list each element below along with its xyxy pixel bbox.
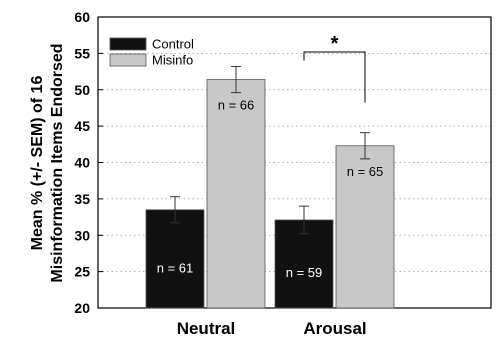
legend-label-misinfo: Misinfo xyxy=(152,53,193,68)
significance-line xyxy=(303,51,366,103)
significance-marker: * xyxy=(331,33,339,55)
y-axis-label-line: Misinformation Items Endorsed xyxy=(49,43,66,282)
category-label-arousal: Arousal xyxy=(303,319,366,338)
bar-misinfo-neutral xyxy=(206,79,266,309)
bar-n-label: n = 61 xyxy=(157,261,194,276)
bar-misinfo-arousal xyxy=(335,145,395,309)
y-tick-label: 25 xyxy=(74,264,90,280)
category-label-neutral: Neutral xyxy=(177,319,236,338)
y-axis-label-group: Mean % (+/- SEM) of 16 Misinformation Ite… xyxy=(29,43,66,282)
legend-swatch-misinfo xyxy=(109,53,147,67)
y-axis-label: Mean % (+/- SEM) of 16 Misinformation Ite… xyxy=(29,43,66,282)
bar-n-label: n = 65 xyxy=(347,164,384,179)
category-labels: Neutral Arousal xyxy=(177,319,367,338)
y-tick-label: 35 xyxy=(74,191,90,207)
y-tick-label: 55 xyxy=(74,45,90,61)
bar-n-label: n = 59 xyxy=(286,265,323,280)
bar-n-label: n = 66 xyxy=(218,98,255,113)
error-bars xyxy=(170,65,370,235)
y-tick-label: 45 xyxy=(74,118,90,134)
y-tick-label: 20 xyxy=(74,300,90,316)
significance-bracket: * xyxy=(303,33,366,103)
y-axis-label-line: Mean % (+/- SEM) of 16 xyxy=(29,76,46,251)
y-tick-label: 40 xyxy=(74,155,90,171)
legend-swatch-control xyxy=(109,37,147,51)
legend-label-control: Control xyxy=(152,37,194,52)
y-tick-label: 50 xyxy=(74,82,90,98)
bar-labels: n = 61 n = 59 n = 66 n = 65 xyxy=(157,98,384,280)
bar-control-neutral xyxy=(145,209,205,309)
bar-control-arousal xyxy=(274,219,334,309)
y-tick-label: 30 xyxy=(74,227,90,243)
y-axis-ticks: 20 25 30 35 40 45 50 55 60 xyxy=(74,9,103,316)
y-tick-label: 60 xyxy=(74,9,90,25)
